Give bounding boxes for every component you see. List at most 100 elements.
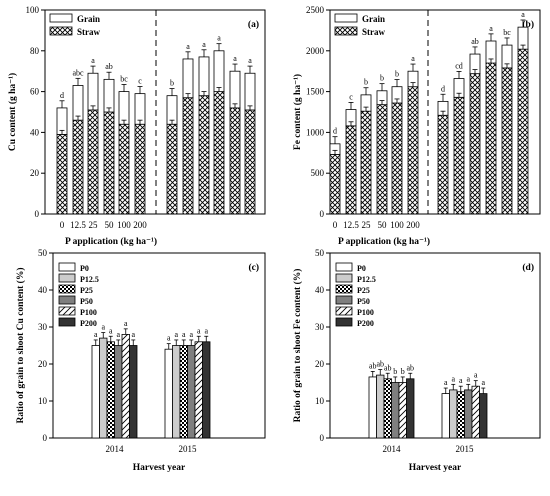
bar-P0 — [368, 376, 377, 439]
grain-bar — [229, 70, 241, 109]
significance-letter: d — [441, 84, 445, 93]
significance-letter: a — [248, 56, 252, 65]
significance-letter: b — [401, 367, 405, 376]
straw-bar — [437, 114, 449, 215]
bar-P0 — [441, 393, 450, 439]
straw-bar — [166, 123, 178, 215]
bar-P25 — [383, 378, 392, 439]
x-tick-label: 12.5 — [70, 220, 86, 230]
legend-label: P12.5 — [357, 275, 376, 284]
bar-P100 — [398, 382, 407, 439]
y-tick-label: 10 — [315, 396, 325, 406]
legend-label: Grain — [77, 14, 100, 24]
bar-P12.5 — [99, 337, 108, 439]
legend-label: P50 — [357, 297, 370, 306]
significance-letter: a — [124, 319, 128, 328]
bar-P25 — [179, 345, 188, 439]
bar-P50 — [187, 345, 196, 439]
y-tick-label: 20 — [30, 168, 40, 178]
bar-P200 — [129, 345, 138, 439]
bar-P200 — [406, 378, 415, 439]
significance-letter: a — [174, 330, 178, 339]
plot-frame — [329, 9, 541, 215]
bar-P0 — [91, 345, 100, 439]
straw-bar — [72, 119, 84, 215]
legend-label: P0 — [80, 264, 89, 273]
significance-letter: bc — [503, 28, 511, 37]
plot-frame — [52, 252, 266, 439]
x-tick-label: 2015 — [179, 444, 198, 454]
straw-bar — [182, 97, 194, 215]
significance-letter: bc — [120, 74, 128, 83]
significance-letter: a — [489, 24, 493, 33]
legend-label: P25 — [80, 286, 93, 295]
bar-P12.5 — [172, 345, 181, 439]
legend-label: P50 — [80, 297, 93, 306]
y-tick-label: 40 — [38, 285, 48, 295]
significance-letter: b — [380, 74, 384, 83]
grain-bar — [87, 72, 99, 111]
grain-bar — [134, 93, 146, 125]
legend-label: Straw — [77, 27, 100, 37]
x-axis-label: Harvest year — [133, 463, 186, 473]
straw-bar — [87, 109, 99, 215]
y-tick-label: 50 — [315, 248, 325, 258]
y-axis-label: Ratio of grain to shoot Cu content (%) — [15, 268, 26, 424]
y-tick-label: 20 — [38, 359, 48, 369]
significance-letter: a — [189, 330, 193, 339]
panel-label: (b) — [522, 19, 534, 30]
significance-letter: a — [521, 10, 525, 19]
significance-letter: a — [116, 330, 120, 339]
x-axis-label: Harvest year — [409, 463, 462, 473]
legend-swatch — [58, 306, 76, 316]
bar-P12.5 — [449, 389, 458, 439]
y-tick-label: 100 — [26, 5, 40, 15]
bar-P0 — [164, 348, 173, 439]
bar-P50 — [464, 389, 473, 439]
legend-label: P12.5 — [80, 275, 99, 284]
bar-P25 — [456, 391, 465, 439]
x-tick-label: 200 — [406, 220, 420, 230]
significance-letter: cd — [455, 61, 463, 70]
y-axis-label: Cu content (g ha⁻¹) — [7, 73, 18, 151]
straw-bar — [501, 67, 513, 215]
x-tick-label: 0 — [333, 220, 338, 230]
panel-c: 0 10 20 30 40 50 Ratio of grain to shoot Cu co… — [15, 248, 266, 473]
straw-bar — [453, 96, 465, 215]
y-tick-label: 2500 — [306, 5, 325, 15]
grain-bar — [213, 50, 225, 92]
grain-bar — [244, 72, 256, 111]
bar-P25 — [106, 341, 115, 439]
legend-swatch — [58, 284, 76, 294]
significance-letter: a — [186, 42, 190, 51]
y-tick-label: 0 — [320, 433, 325, 443]
significance-letter: d — [60, 91, 64, 100]
significance-letter: ab — [471, 37, 479, 46]
y-tick-label: 50 — [38, 248, 48, 258]
y-axis-label: Ratio of grain to shoot Fe content (%) — [292, 269, 303, 423]
bar-P200 — [479, 393, 488, 439]
significance-letter: a — [481, 378, 485, 387]
x-tick-label: 100 — [390, 220, 404, 230]
significance-letter: ab — [105, 62, 113, 71]
straw-bar — [485, 62, 497, 215]
significance-letter: a — [101, 323, 105, 332]
significance-letter: a — [233, 54, 237, 63]
significance-letter: a — [204, 326, 208, 335]
y-tick-label: 10 — [38, 396, 48, 406]
x-tick-label: 2014 — [383, 444, 402, 454]
straw-bar — [345, 125, 357, 215]
significance-letter: a — [451, 374, 455, 383]
significance-letter: abc — [72, 68, 84, 77]
straw-bar — [391, 102, 403, 215]
significance-letter: a — [91, 56, 95, 65]
significance-letter: a — [202, 40, 206, 49]
significance-letter: ab — [406, 363, 414, 372]
x-axis-label: P application (kg ha⁻¹) — [65, 236, 157, 247]
significance-letter: d — [333, 127, 337, 136]
legend-label: P25 — [357, 286, 370, 295]
bar-P12.5 — [376, 374, 385, 439]
significance-letter: a — [109, 326, 113, 335]
